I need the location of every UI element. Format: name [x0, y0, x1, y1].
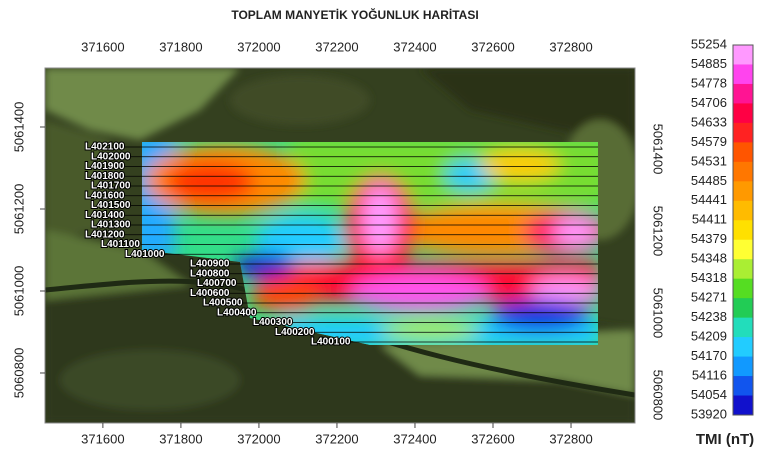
colorbar-label: 54271 — [691, 290, 727, 305]
colorbar-swatch — [733, 122, 753, 143]
survey-line-label: L400500 — [203, 298, 243, 309]
colorbar-label: 54238 — [691, 309, 727, 324]
colorbar-swatch — [733, 395, 753, 416]
survey-line-label: L402100 — [85, 142, 125, 153]
survey-line-label: L400300 — [253, 317, 293, 328]
x-tick-label-bottom: 371600 — [81, 431, 124, 446]
colorbar-label: 54579 — [691, 134, 727, 149]
colorbar-swatch — [733, 142, 753, 163]
y-tick-label-left: 5061400 — [11, 102, 26, 153]
colorbar-swatch — [733, 278, 753, 299]
colorbar-label: 54441 — [691, 192, 727, 207]
y-tick-label-right: 5061400 — [651, 124, 666, 175]
map-frame — [44, 67, 636, 424]
colorbar-swatch — [733, 239, 753, 260]
survey-line-label: L401100 — [101, 239, 140, 250]
colorbar-label: 54348 — [691, 251, 727, 266]
colorbar-label: 54633 — [691, 114, 727, 129]
colorbar-label: 54116 — [692, 367, 727, 382]
y-tick-label-right: 5060800 — [651, 370, 666, 421]
colorbar-swatch — [733, 181, 753, 202]
survey-line-label: L401700 — [91, 181, 131, 192]
survey-line-label: L400800 — [190, 268, 230, 279]
survey-line-label: L401600 — [85, 190, 125, 201]
survey-line-label: L400400 — [217, 307, 257, 318]
y-tick-label-left: 5060800 — [11, 348, 26, 399]
colorbar-swatch — [733, 337, 753, 358]
survey-line-label: L400700 — [197, 278, 237, 289]
colorbar-label: 54170 — [691, 348, 727, 363]
x-tick-label-top: 372800 — [549, 39, 592, 54]
x-tick-label-top: 372400 — [393, 39, 436, 54]
colorbar-label: 54885 — [691, 56, 727, 71]
survey-line-label: L401200 — [85, 229, 125, 240]
survey-line-label: L401000 — [125, 249, 165, 260]
x-tick-label-top: 372600 — [471, 39, 514, 54]
x-tick-label-bottom: 372200 — [315, 431, 358, 446]
y-tick-label-left: 5061200 — [11, 184, 26, 235]
x-tick-label-top: 372200 — [315, 39, 358, 54]
colorbar-swatch — [733, 64, 753, 85]
colorbar-swatch — [733, 298, 753, 319]
x-tick-label-bottom: 372600 — [471, 431, 514, 446]
survey-line-label: L401300 — [91, 220, 131, 231]
colorbar-swatch — [733, 376, 753, 397]
survey-line-label: L400100 — [311, 337, 351, 348]
x-tick-label-top: 371600 — [81, 39, 124, 54]
colorbar-label: 54318 — [691, 270, 727, 285]
x-tick-label-top: 371800 — [159, 39, 202, 54]
survey-line-label: L402000 — [91, 151, 131, 162]
x-tick-label-bottom: 372800 — [549, 431, 592, 446]
y-tick-label-right: 5061200 — [651, 206, 666, 257]
survey-line-label: L401800 — [85, 171, 125, 182]
colorbar-swatch — [733, 83, 753, 104]
colorbar-swatch — [733, 200, 753, 221]
survey-line-label: L401400 — [85, 210, 125, 221]
x-tick-label-bottom: 372400 — [393, 431, 436, 446]
colorbar-label: 55254 — [691, 36, 727, 51]
colorbar-label: 54379 — [691, 231, 727, 246]
x-tick-label-bottom: 371800 — [159, 431, 202, 446]
colorbar-label: 54706 — [691, 95, 727, 110]
colorbar-swatch — [733, 103, 753, 124]
x-tick-label-top: 372000 — [237, 39, 280, 54]
colorbar-label: 53920 — [691, 406, 727, 421]
colorbar-swatch — [733, 259, 753, 280]
x-tick-label-bottom: 372000 — [237, 431, 280, 446]
colorbar-label: 54209 — [691, 329, 727, 344]
colorbar-label: 54778 — [691, 75, 727, 90]
colorbar-label: 54531 — [691, 153, 727, 168]
colorbar-label: 54054 — [691, 387, 727, 402]
y-tick-label-right: 5061000 — [651, 288, 666, 339]
colorbar-frame — [732, 44, 754, 416]
y-tick-label-left: 5061000 — [11, 266, 26, 317]
colorbar-title: TMI (nT) — [696, 431, 754, 448]
survey-line-label: L400900 — [190, 259, 230, 270]
colorbar-swatch — [733, 220, 753, 241]
colorbar-swatch — [733, 161, 753, 182]
survey-line-label: L401900 — [85, 161, 125, 172]
colorbar-swatch — [733, 317, 753, 338]
colorbar-label: 54411 — [692, 212, 727, 227]
colorbar-label: 54485 — [691, 173, 727, 188]
survey-line-label: L401500 — [91, 200, 131, 211]
colorbar-swatch — [733, 45, 753, 65]
colorbar-swatch — [733, 356, 753, 377]
survey-line-label: L400600 — [190, 288, 230, 299]
survey-line-label: L400200 — [275, 327, 315, 338]
map-title: TOPLAM MANYETİK YOĞUNLUK HARİTASI — [231, 7, 478, 22]
